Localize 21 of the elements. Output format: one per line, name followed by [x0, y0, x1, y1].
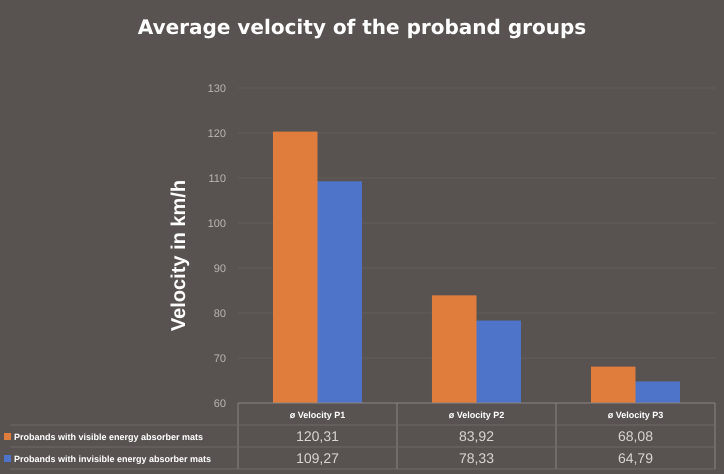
y-tick-label: 90: [214, 263, 226, 275]
y-tick-label: 130: [208, 83, 226, 95]
data-label: 64,79: [618, 450, 654, 466]
legend-label: Probands with invisible energy absorber mats: [14, 454, 212, 464]
data-label: 83,92: [458, 428, 494, 444]
y-tick-label: 70: [214, 353, 226, 365]
y-axis-title: Velocity in km/h: [168, 180, 190, 332]
y-tick-label: 120: [208, 128, 226, 140]
y-tick-label: 100: [208, 218, 226, 230]
chart-title: Average velocity of the proband groups: [138, 15, 586, 39]
data-label: 78,33: [458, 450, 494, 466]
data-label: 68,08: [618, 428, 654, 444]
x-tick-label: ø Velocity P1: [290, 410, 346, 420]
y-tick-label: 110: [208, 173, 226, 185]
x-tick-label: ø Velocity P3: [608, 410, 664, 420]
data-label: 120,31: [296, 428, 340, 444]
legend-label: Probands with visible energy absorber mats: [14, 432, 204, 442]
y-tick-label: 60: [214, 398, 226, 410]
y-tick-label: 80: [214, 308, 226, 320]
x-tick-label: ø Velocity P2: [448, 410, 504, 420]
data-label: 109,27: [296, 450, 340, 466]
